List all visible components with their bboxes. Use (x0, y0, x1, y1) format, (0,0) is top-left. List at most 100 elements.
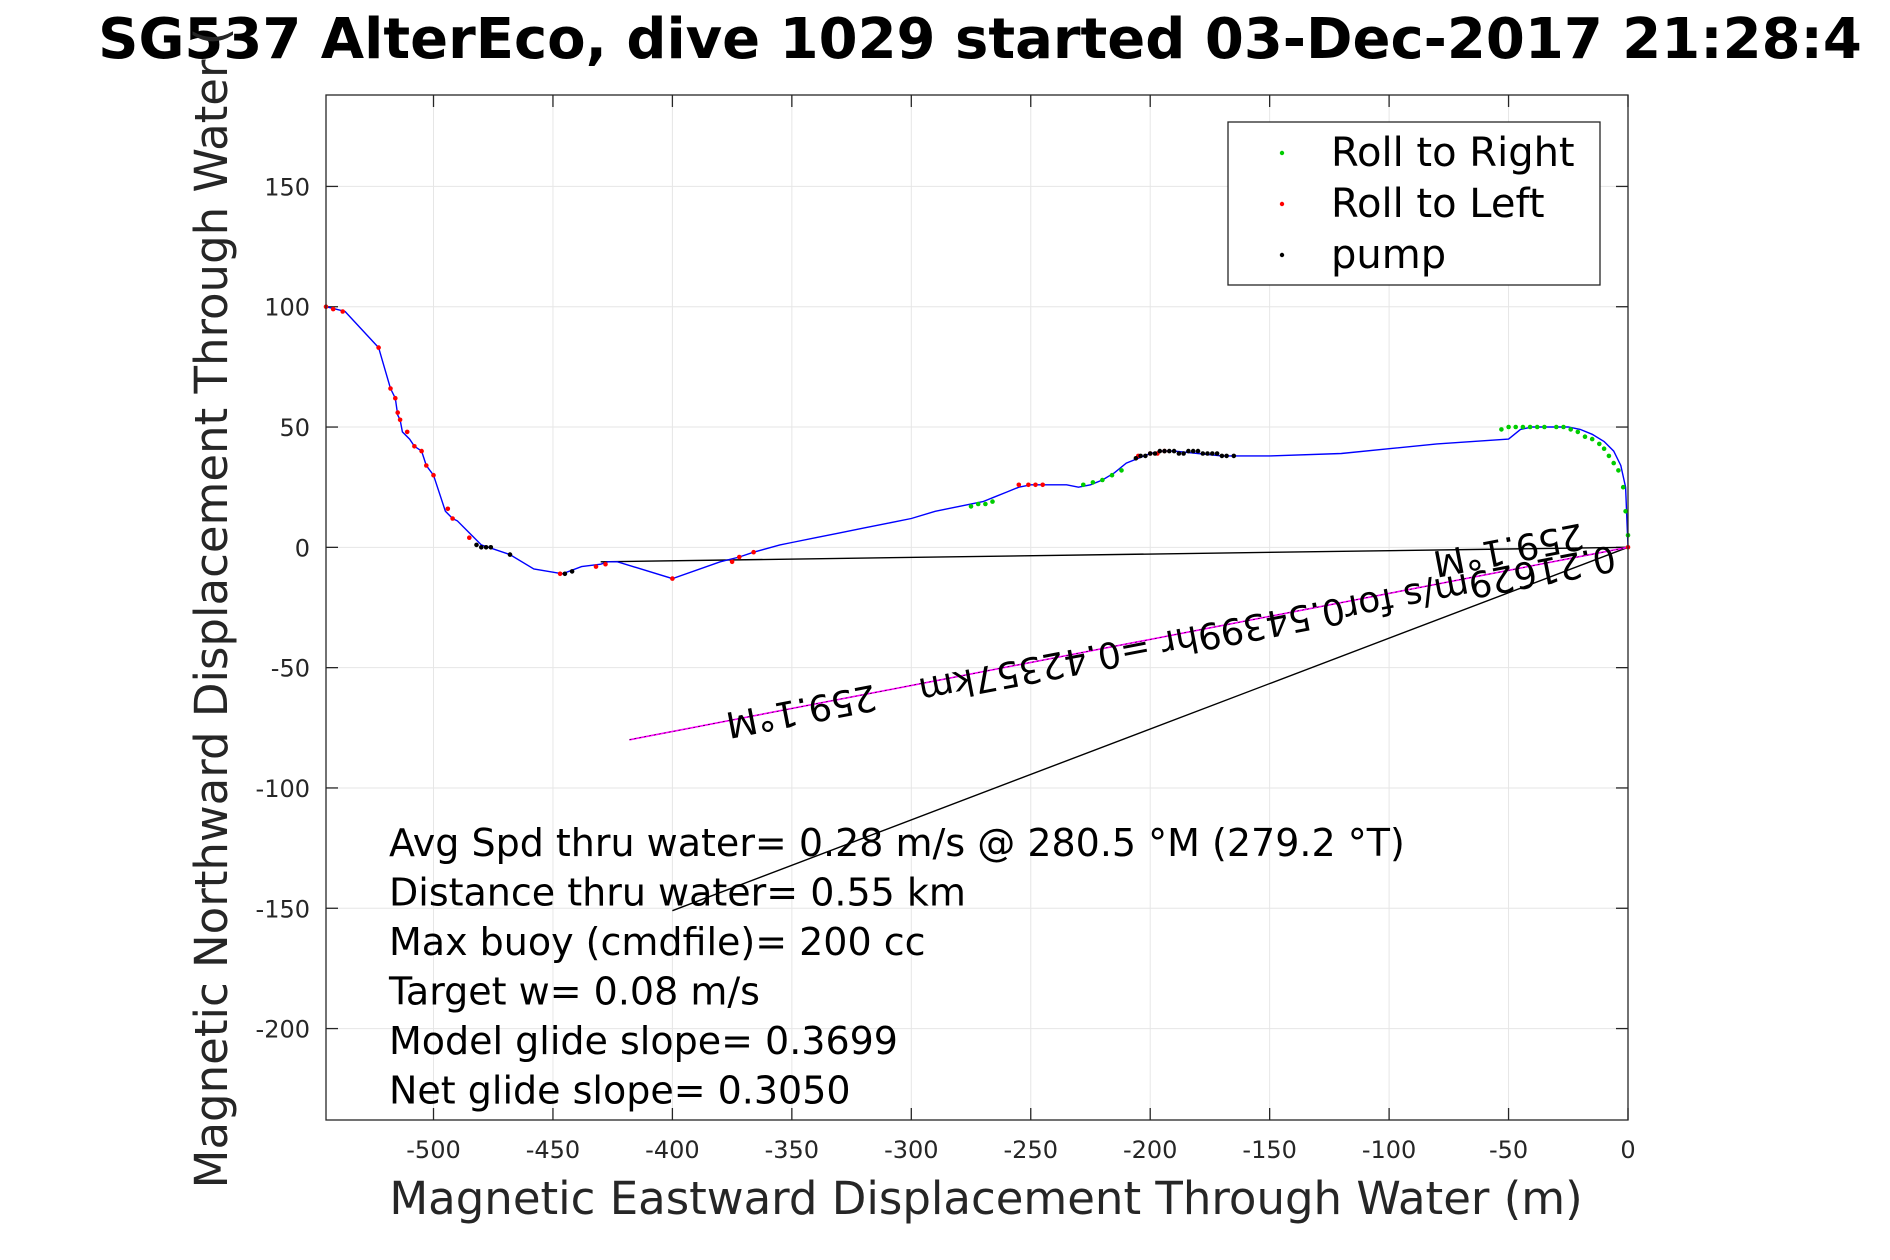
roll-right-point (968, 504, 974, 509)
pump-point (1176, 451, 1182, 456)
legend-label-roll-left: Roll to Left (1331, 181, 1545, 227)
info-line: Model glide slope= 0.3699 (389, 1019, 898, 1063)
roll-right-point (990, 499, 995, 504)
pump-point (1133, 456, 1139, 461)
roll-right-point (983, 501, 988, 507)
roll-right-point (1589, 436, 1595, 442)
x-tick-label: -100 (1362, 1136, 1416, 1164)
pump-point (483, 545, 489, 550)
legend-box (1227, 121, 1601, 286)
roll-right-point (1620, 484, 1626, 490)
roll-left-point (1040, 482, 1045, 488)
info-line: Max buoy (cmdfile)= 200 cc (389, 920, 926, 964)
roll-left-point (729, 559, 735, 565)
roll-right-point (975, 501, 981, 507)
roll-left-point (376, 345, 381, 350)
roll-right-point (1109, 472, 1115, 478)
roll-right-point (1081, 482, 1086, 488)
legend-label-pump: pump (1331, 232, 1446, 278)
roll-right-point (1616, 468, 1621, 473)
y-axis-label: Magnetic Northward Displacement Through … (185, 28, 238, 1189)
x-tick-label: -450 (526, 1136, 580, 1164)
roll-right-point (1499, 427, 1504, 432)
roll-left-point (603, 561, 608, 567)
pump-point (1219, 453, 1225, 459)
roll-left-point (557, 571, 563, 577)
roll-right-point (1119, 468, 1124, 473)
y-tick-labels: 150 100 50 0 -50 -100 -150 -200 (256, 173, 310, 1043)
pump-point (1143, 453, 1148, 459)
y-tick-label: -100 (256, 775, 310, 803)
legend: Roll to Right Roll to Left pump (1227, 121, 1601, 286)
y-tick-label: 150 (264, 173, 310, 201)
pump-point (1152, 451, 1158, 456)
roll-left-point (670, 576, 675, 581)
pump-point (1231, 453, 1237, 459)
legend-marker-pump (1279, 252, 1285, 258)
x-tick-label: -50 (1489, 1136, 1528, 1164)
roll-left-point (431, 472, 436, 478)
displacement-vector-line (600, 546, 1629, 563)
pump-point (479, 545, 484, 550)
roll-left-point (404, 429, 410, 435)
roll-right-point (1601, 446, 1607, 452)
roll-left-point (397, 417, 403, 423)
roll-left-point (737, 554, 742, 560)
info-line: Distance thru water= 0.55 km (389, 871, 966, 915)
roll-right-point (1534, 424, 1540, 430)
roll-left-point (419, 448, 424, 454)
roll-left-point (751, 549, 756, 555)
info-line: Target w= 0.08 m/s (388, 970, 760, 1014)
roll-right-point (1606, 453, 1612, 459)
pump-point (1181, 451, 1186, 456)
roll-right-point (1597, 441, 1602, 447)
roll-left-point (340, 309, 346, 314)
roll-right-point (1623, 509, 1628, 514)
roll-left-point (424, 463, 429, 468)
roll-left-point (1026, 482, 1031, 488)
roll-left-point (445, 506, 451, 512)
pump-point (1171, 448, 1177, 454)
pump-point (1157, 448, 1163, 454)
x-tick-label: -350 (765, 1136, 819, 1164)
roll-left-point (395, 410, 401, 415)
pump-point (507, 552, 513, 557)
roll-right-point (1527, 424, 1533, 430)
plot-frame (325, 94, 1629, 1121)
roll-left-point (330, 306, 336, 312)
legend-marker-roll-right (1279, 150, 1285, 156)
y-tick-label: -150 (256, 895, 310, 923)
x-tick-label: -400 (645, 1136, 699, 1164)
pump-point (1210, 451, 1215, 456)
roll-left-point (412, 444, 417, 449)
pump-point (1162, 448, 1167, 454)
x-tick-label: -150 (1242, 1136, 1296, 1164)
x-tick-label: -200 (1123, 1136, 1177, 1164)
pump-point (1138, 453, 1143, 459)
x-axis-label: Magnetic Eastward Displacement Through W… (389, 1172, 1582, 1225)
y-tick-label: 0 (295, 534, 310, 562)
y-tick-label: -50 (271, 655, 310, 683)
roll-left-point (1033, 482, 1038, 488)
roll-right-point (1561, 424, 1566, 430)
pump-point (1147, 451, 1153, 456)
data-layer (323, 304, 1631, 912)
roll-left-point (467, 535, 472, 540)
roll-left-point (388, 386, 393, 391)
x-tick-labels: -500 -450 -400 -350 -300 -250 -200 -150 -100 -50 0 (406, 1136, 1635, 1164)
x-tick-label: -300 (884, 1136, 938, 1164)
pump-point (1205, 451, 1210, 456)
roll-left-point (1016, 482, 1022, 488)
y-tick-label: -200 (256, 1016, 310, 1044)
chart-title: SG537 AlterEco, dive 1029 started 03-Dec… (98, 7, 1862, 72)
roll-right-point (1542, 424, 1547, 430)
roll-right-point (1520, 424, 1526, 430)
roll-right-point (1554, 424, 1559, 430)
pump-point (1195, 448, 1201, 454)
current-vector-line (629, 546, 1629, 741)
x-tick-label: -500 (406, 1136, 460, 1164)
pump-point (1190, 448, 1196, 454)
pump-point (1167, 448, 1172, 454)
roll-left-point (393, 395, 398, 401)
